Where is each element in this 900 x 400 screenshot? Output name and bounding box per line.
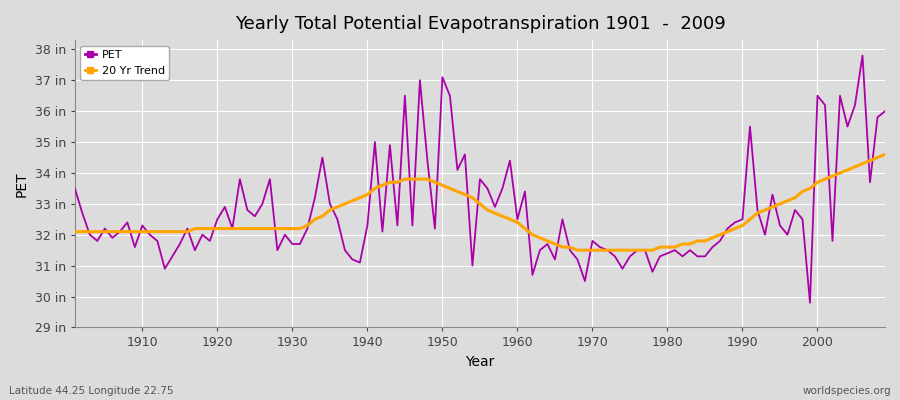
Legend: PET, 20 Yr Trend: PET, 20 Yr Trend [80, 46, 169, 80]
X-axis label: Year: Year [465, 355, 495, 369]
Text: Latitude 44.25 Longitude 22.75: Latitude 44.25 Longitude 22.75 [9, 386, 174, 396]
Text: worldspecies.org: worldspecies.org [803, 386, 891, 396]
Y-axis label: PET: PET [15, 171, 29, 196]
Title: Yearly Total Potential Evapotranspiration 1901  -  2009: Yearly Total Potential Evapotranspiratio… [235, 15, 725, 33]
